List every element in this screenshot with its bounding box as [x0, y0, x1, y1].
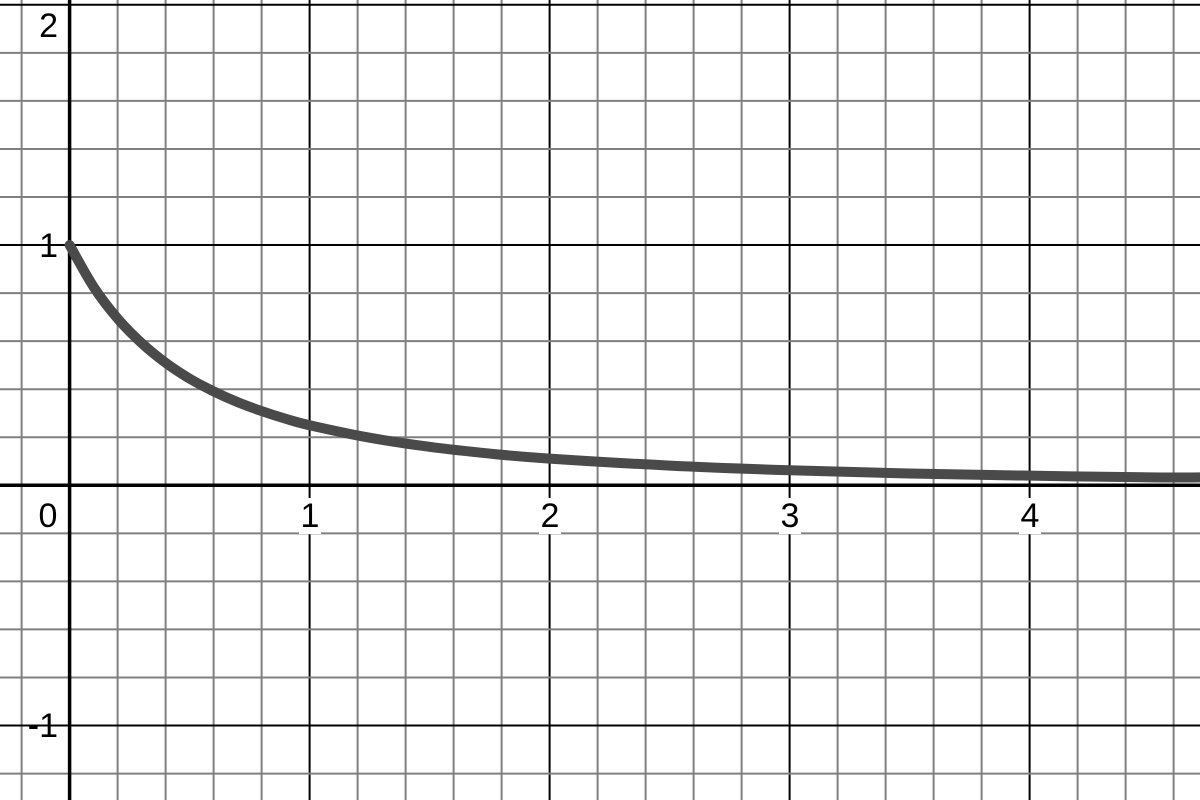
tick-label-background: [299, 498, 321, 534]
x-tick-label-1: 1: [301, 497, 320, 535]
x-tick-label-3: 3: [781, 497, 800, 535]
y-tick-label-neg1: -1: [28, 707, 58, 745]
x-tick-label-0: 0: [39, 497, 58, 535]
y-tick-label-2: 2: [39, 7, 58, 45]
y-tick-label-1: 1: [39, 227, 58, 265]
tick-label-background: [539, 498, 561, 534]
tick-label-background: [1019, 498, 1041, 534]
x-tick-label-4: 4: [1021, 497, 1040, 535]
curve-layer: [64, 240, 1200, 483]
x-tick-label-2: 2: [541, 497, 560, 535]
tick-labels: 0 1 2 3 4 2 1 -1: [28, 7, 1041, 745]
tick-label-background: [779, 498, 801, 534]
series-line: [64, 240, 1200, 483]
